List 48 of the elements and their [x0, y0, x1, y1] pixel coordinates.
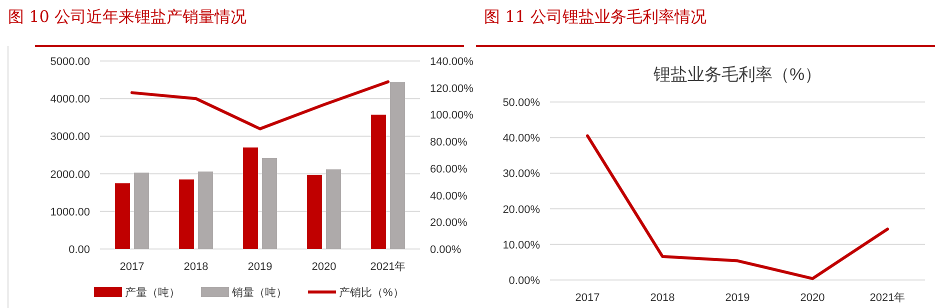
- y2-tick-label: 140.00%: [430, 56, 474, 68]
- line-series: [586, 134, 889, 280]
- x-tick-label: 2021年: [870, 292, 906, 304]
- y2-tick-label: 100.00%: [430, 110, 474, 122]
- y-tick-label: 50.00%: [502, 97, 540, 109]
- y-tick-label: 5000.00: [50, 56, 90, 68]
- y-tick-label: 4000.00: [50, 94, 90, 106]
- legend-label: 销量（吨）: [231, 286, 287, 299]
- y-tick-label: 20.00%: [502, 204, 540, 216]
- bar: [115, 183, 130, 249]
- x-tick-label: 2021年: [370, 261, 406, 273]
- y-tick-label: 10.00%: [502, 239, 540, 252]
- y-tick-label: 1000.00: [50, 206, 90, 218]
- x-tick-label: 2017: [575, 292, 600, 304]
- y2-tick-label: 0.00%: [430, 244, 462, 256]
- y-tick-label: 3000.00: [50, 131, 90, 144]
- bar: [179, 179, 194, 249]
- legend-label: 产量（吨）: [125, 286, 180, 299]
- y2-tick-label: 40.00%: [430, 190, 468, 202]
- bar: [371, 114, 386, 249]
- x-tick-label: 2018: [184, 261, 208, 273]
- y2-tick-label: 80.00%: [430, 136, 468, 149]
- y-tick-label: 30.00%: [502, 168, 540, 180]
- x-tick-label: 2020: [312, 261, 336, 273]
- x-tick-label: 2017: [120, 261, 144, 273]
- bar: [326, 169, 341, 249]
- chart-title: 图 11 公司锂盐业务毛利率情况: [484, 7, 707, 26]
- chart-title: 图 10 公司近年来锂盐产销量情况: [8, 7, 247, 26]
- bar: [262, 158, 277, 249]
- bar: [134, 172, 149, 249]
- bar: [198, 172, 213, 249]
- chart-subtitle: 锂盐业务毛利率（%）: [652, 65, 822, 84]
- x-tick-label: 2020: [800, 292, 825, 304]
- legend-label: 产销比（%）: [339, 286, 404, 299]
- line-series: [130, 80, 390, 130]
- x-tick-label: 2019: [248, 261, 272, 273]
- y2-tick-label: 120.00%: [430, 82, 474, 95]
- x-tick-label: 2019: [725, 292, 750, 304]
- y-tick-label: 40.00%: [502, 132, 540, 145]
- y-tick-label: 0.00%: [508, 275, 540, 287]
- bar: [243, 147, 258, 249]
- y2-tick-label: 20.00%: [430, 217, 468, 230]
- y-tick-label: 0.00: [68, 244, 90, 256]
- bar: [307, 174, 322, 249]
- y2-tick-label: 60.00%: [430, 163, 468, 176]
- bar: [390, 82, 405, 249]
- y-tick-label: 2000.00: [50, 168, 90, 181]
- x-tick-label: 2018: [650, 292, 675, 304]
